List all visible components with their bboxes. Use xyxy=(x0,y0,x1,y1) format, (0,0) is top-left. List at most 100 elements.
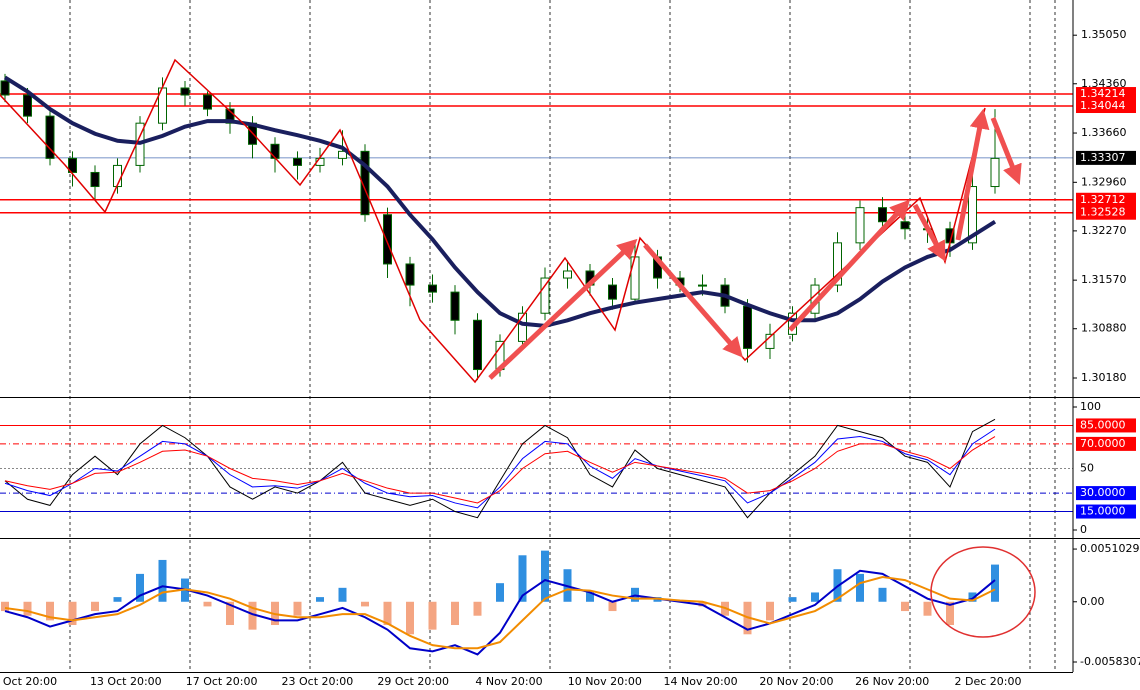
histogram-bar xyxy=(766,601,774,621)
y-tick-label: 1.30880 xyxy=(1081,322,1127,335)
level-label-box xyxy=(1076,205,1136,220)
candle-body xyxy=(563,270,572,279)
y-tick-label: 0 xyxy=(1080,523,1087,536)
candle-body xyxy=(630,256,640,300)
histogram-bar xyxy=(136,573,144,602)
arrow xyxy=(955,108,990,241)
level-label-box xyxy=(1076,87,1136,102)
histogram-bar xyxy=(1,601,9,612)
x-tick-label: 29 Oct 20:00 xyxy=(377,675,449,688)
level-label: 1.32712 xyxy=(1080,193,1126,206)
level-label-box xyxy=(1076,436,1136,451)
histogram-bar xyxy=(293,601,302,616)
histogram-bar xyxy=(23,601,32,616)
histogram-bar xyxy=(541,550,549,602)
candle-body xyxy=(428,284,437,293)
highlight-circle xyxy=(930,546,1036,638)
histogram-bar xyxy=(451,601,459,626)
x-tick-label: 23 Oct 20:00 xyxy=(282,675,354,688)
histogram-bar xyxy=(968,592,977,602)
histogram-bar xyxy=(46,601,54,621)
histogram-bar xyxy=(608,601,617,612)
histogram-bar xyxy=(113,597,122,602)
histogram-bar xyxy=(226,601,234,626)
histogram-bar xyxy=(428,601,437,630)
histogram-bar xyxy=(586,592,594,602)
histogram-bar xyxy=(811,592,819,602)
candle-body xyxy=(743,305,752,349)
x-tick-label: 14 Nov 20:00 xyxy=(664,675,738,688)
macd-line xyxy=(4,569,996,656)
x-tick-label: 17 Oct 20:00 xyxy=(186,675,258,688)
level-label-box xyxy=(1076,418,1136,433)
candle-body xyxy=(383,214,392,265)
arrow xyxy=(643,243,743,358)
candle-body xyxy=(203,94,212,110)
histogram-bar xyxy=(338,587,347,602)
y-tick-label: 1.33660 xyxy=(1081,126,1127,139)
candle-body xyxy=(270,143,280,159)
level-label-box xyxy=(1076,99,1136,114)
y-tick-label: 0.00 xyxy=(1080,595,1105,608)
candle-body xyxy=(833,242,842,286)
candle-body xyxy=(450,291,460,321)
candle-body xyxy=(68,157,77,173)
histogram-bar xyxy=(518,555,527,602)
candle-body xyxy=(405,263,415,286)
histogram-bar xyxy=(473,601,482,616)
y-tick-label: 1.32270 xyxy=(1081,224,1127,237)
histogram-bar xyxy=(361,601,369,607)
arrow xyxy=(990,117,1022,185)
level-label: 1.33307 xyxy=(1080,151,1126,164)
candle-body xyxy=(900,221,910,230)
histogram-bar xyxy=(406,601,414,635)
histogram-bar xyxy=(946,601,954,626)
level-label-box xyxy=(1076,504,1136,519)
candle-body xyxy=(540,277,550,314)
y-tick-label: 70.0000 xyxy=(1080,437,1126,450)
x-tick-label: 13 Oct 20:00 xyxy=(90,675,162,688)
arrow xyxy=(912,203,946,262)
x-tick-label: 4 Nov 20:00 xyxy=(475,675,542,688)
candle-body xyxy=(855,207,865,244)
histogram-bar xyxy=(91,601,99,612)
histogram-bar xyxy=(203,601,212,607)
candle-body xyxy=(473,319,482,371)
candle-body xyxy=(180,87,190,96)
histogram-bar xyxy=(923,601,932,616)
level-label-box xyxy=(1076,150,1136,165)
zigzag xyxy=(0,58,986,384)
y-tick-label: 1.32960 xyxy=(1081,175,1127,188)
x-tick-label: Oct 20:00 xyxy=(3,675,57,688)
oscillator-line xyxy=(4,428,996,509)
frame xyxy=(0,0,1140,673)
candle-body xyxy=(608,284,617,300)
candle-body xyxy=(90,171,100,188)
arrow xyxy=(488,238,638,380)
candle-body xyxy=(0,80,10,96)
histogram-bar xyxy=(383,601,392,626)
moving-average xyxy=(3,75,997,328)
histogram-bar xyxy=(68,601,77,626)
y-tick-label: -0.0058307 xyxy=(1080,655,1140,668)
level-label-box xyxy=(1076,486,1136,501)
candle-body xyxy=(45,115,55,159)
oscillator-line xyxy=(4,418,996,519)
candle-body xyxy=(23,94,32,117)
y-tick-label: 50 xyxy=(1080,461,1094,474)
layers: 1.35050 1.34360 1.33660 1.32960 1.32270 1.315… xyxy=(0,28,1140,688)
macd-line xyxy=(4,575,996,650)
histogram-bar xyxy=(856,573,864,602)
histogram-bar xyxy=(496,583,504,602)
oscillator-line xyxy=(4,436,996,504)
histogram-bar xyxy=(788,597,797,602)
arrow xyxy=(788,199,911,332)
y-tick-label: 30.0000 xyxy=(1080,486,1126,499)
y-tick-label: 1.31570 xyxy=(1081,273,1127,286)
y-tick-label: 0.0051029 xyxy=(1080,542,1140,555)
y-tick-label: 1.30180 xyxy=(1081,371,1127,384)
x-tick-label: 26 Nov 20:00 xyxy=(855,675,929,688)
x-tick-label: 2 Dec 20:00 xyxy=(955,675,1022,688)
time-grid xyxy=(69,0,1056,672)
